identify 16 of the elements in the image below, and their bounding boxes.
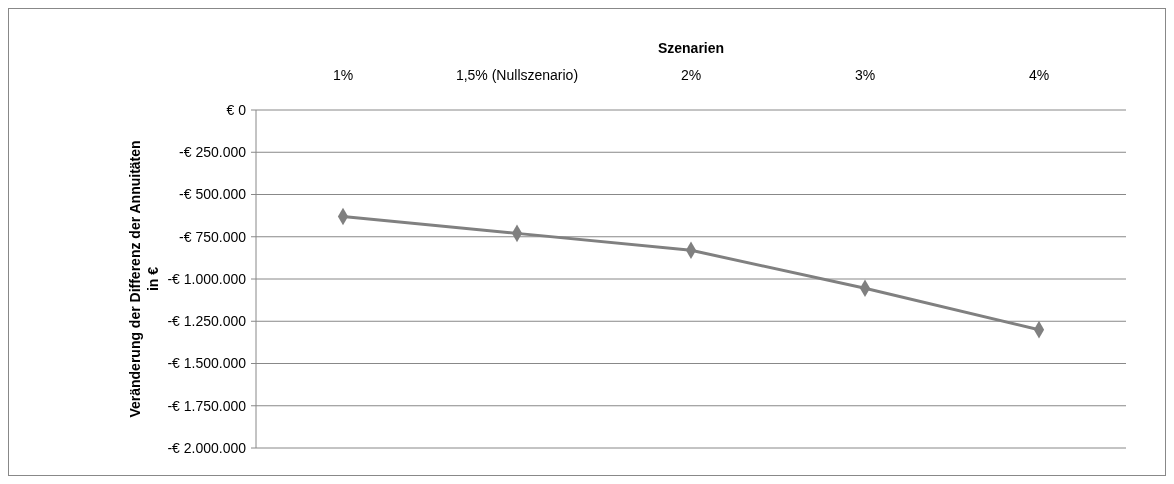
y-tick-label: -€ 1.000.000 bbox=[167, 270, 247, 287]
x-axis-title: Szenarien bbox=[657, 40, 725, 56]
y-tick-label: -€ 2.000.000 bbox=[167, 439, 247, 456]
y-tick-label: -€ 1.500.000 bbox=[167, 355, 247, 372]
y-axis-title: Veränderung der Differenz der Annuitäten in € bbox=[127, 140, 161, 418]
x-tick-label: 1,5% (Nullszenario) bbox=[455, 67, 579, 83]
x-tick-label: 3% bbox=[854, 67, 876, 83]
x-tick-label: 1% bbox=[332, 67, 354, 83]
x-tick-label: 2% bbox=[680, 67, 702, 83]
x-tick-label: 4% bbox=[1028, 67, 1050, 83]
y-tick-label: -€ 250.000 bbox=[179, 144, 247, 161]
y-tick-label: -€ 1.250.000 bbox=[167, 313, 247, 330]
y-tick-label: -€ 500.000 bbox=[179, 186, 247, 203]
y-tick-label: -€ 750.000 bbox=[179, 228, 247, 245]
y-tick-label: € 0 bbox=[226, 101, 247, 118]
y-tick-label: -€ 1.750.000 bbox=[167, 397, 247, 414]
